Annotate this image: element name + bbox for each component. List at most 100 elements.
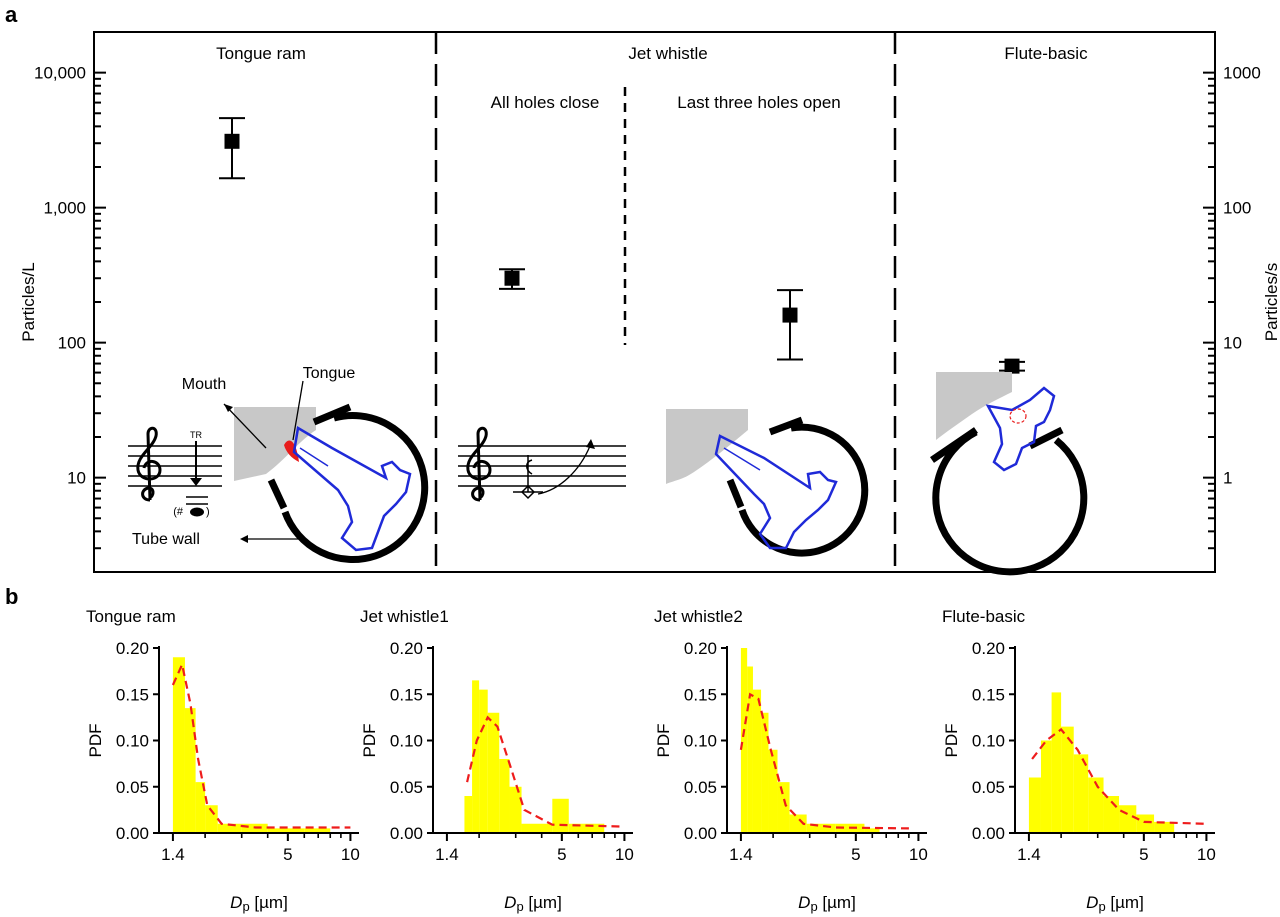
airway-jet-shape xyxy=(294,428,410,550)
x-axis-label-unit: [µm] xyxy=(524,893,562,912)
histogram-bar xyxy=(761,713,768,833)
histogram-bar xyxy=(778,782,790,833)
x-tick-label: 10 xyxy=(1197,845,1216,864)
tube-wall xyxy=(936,432,1084,572)
x-axis-label-unit: [µm] xyxy=(250,893,288,912)
y-tick-label: 0.20 xyxy=(972,639,1005,658)
panel-label-b: b xyxy=(5,584,18,609)
x-axis-label-subscript: p xyxy=(242,899,249,914)
jet-arrow xyxy=(300,448,328,466)
y-tick-label: 0.00 xyxy=(390,824,423,843)
x-axis-label-subscript: p xyxy=(810,899,817,914)
x-axis-label-subscript: p xyxy=(1098,899,1105,914)
x-axis-label-unit: [µm] xyxy=(1106,893,1144,912)
figure: a b 101001,00010,000 1101001000 Particle… xyxy=(0,0,1280,917)
y-tick-label: 1,000 xyxy=(43,199,86,218)
y-axis-label-right: Particles/s xyxy=(1262,263,1280,341)
grace-note-icon xyxy=(190,508,204,517)
y-tick-label: 0.05 xyxy=(972,778,1005,797)
subplot-title: Jet whistle1 xyxy=(360,607,449,626)
histogram-bar xyxy=(1136,815,1154,834)
y-tick-label: 0.00 xyxy=(684,824,717,843)
histogram-bar xyxy=(479,690,488,833)
right-axis: 1 10 100 1000 xyxy=(1203,32,1261,572)
y-axis-label: PDF xyxy=(654,724,673,758)
x-tick-label: 1.4 xyxy=(1017,845,1041,864)
histogram-subplot: Jet whistle1 0.00 0.05 0.10 0.15 0.20 1.4 5 10 PD… xyxy=(360,607,634,914)
y-tick-label: 0.10 xyxy=(390,732,423,751)
y-tick-label: 0.15 xyxy=(684,685,717,704)
x-axis-label-symbol: D xyxy=(230,893,242,912)
data-point-marker xyxy=(505,271,520,286)
y-tick-label: 0.05 xyxy=(116,778,149,797)
y-tick-label: 0.15 xyxy=(116,685,149,704)
y-tick-label: 0.00 xyxy=(116,824,149,843)
y-axis-label: PDF xyxy=(942,724,961,758)
histogram-bar xyxy=(747,667,753,834)
histogram-bar xyxy=(464,796,472,833)
y2-tick-label: 10 xyxy=(1223,334,1242,353)
x-tick-label: 10 xyxy=(909,845,928,864)
y-tick-label: 0.20 xyxy=(116,639,149,658)
x-axis-label-symbol: D xyxy=(1086,893,1098,912)
y2-tick-label: 1000 xyxy=(1223,64,1261,83)
y-tick-label: 10,000 xyxy=(34,64,86,83)
histogram-subplot: Jet whistle20.000.050.100.150.201.4 5 10PD… xyxy=(654,607,928,914)
subplot-title: Tongue ram xyxy=(86,607,176,626)
y2-tick-label: 100 xyxy=(1223,199,1251,218)
x-tick-label: 5 xyxy=(283,845,292,864)
data-point-marker xyxy=(783,308,798,323)
airway-jet-shape xyxy=(988,388,1054,470)
y-tick-label: 0.00 xyxy=(972,824,1005,843)
tongue-label: Tongue xyxy=(303,365,356,382)
trill-label: TR xyxy=(190,430,202,440)
histogram-bar xyxy=(552,799,568,833)
mouth-shape xyxy=(234,407,316,481)
subsection-title-all-closed: All holes close xyxy=(491,93,600,112)
histogram-bar xyxy=(1119,805,1136,833)
tube-wall-lip xyxy=(271,480,284,508)
x-tick-label: 10 xyxy=(615,845,634,864)
arrow-icon xyxy=(224,404,233,412)
y-tick-label: 0.05 xyxy=(684,778,717,797)
y2-tick-label: 1 xyxy=(1223,469,1232,488)
x-axis-label: Dp [µm] xyxy=(798,893,856,914)
y-axis-label: PDF xyxy=(86,724,105,758)
y-tick-label: 0.20 xyxy=(684,639,717,658)
arrow-left-icon xyxy=(240,535,248,543)
jet-whistle-illustration xyxy=(458,409,865,553)
histogram-bar xyxy=(753,690,761,833)
data-point-marker xyxy=(225,134,240,149)
arrow-up-icon xyxy=(586,439,595,449)
treble-clef-icon xyxy=(458,428,626,500)
x-axis-label: Dp [µm] xyxy=(504,893,562,914)
y-tick-label: 0.10 xyxy=(116,732,149,751)
section-title-flute-basic: Flute-basic xyxy=(1004,44,1088,63)
tube-wall-lip xyxy=(730,480,741,507)
section-title-jet-whistle: Jet whistle xyxy=(628,44,707,63)
section-title-tongue-ram: Tongue ram xyxy=(216,44,306,63)
x-axis-label-symbol: D xyxy=(504,893,516,912)
y-tick-label: 0.15 xyxy=(390,685,423,704)
histogram-subplot: Flute-basic0.000.050.100.150.201.4 5 10PDF… xyxy=(942,607,1216,914)
y-tick-label: 0.20 xyxy=(390,639,423,658)
glissando-arrow xyxy=(538,446,590,494)
panel-a: 101001,00010,000 1101001000 Particles/L … xyxy=(19,32,1280,572)
subsection-title-three-open: Last three holes open xyxy=(677,93,841,112)
y-tick-label: 0.05 xyxy=(390,778,423,797)
x-tick-label: 5 xyxy=(851,845,860,864)
treble-clef-icon xyxy=(128,428,222,500)
data-point-marker xyxy=(1005,359,1020,374)
tube-wall-label: Tube wall xyxy=(132,531,200,548)
histogram-bar xyxy=(1041,741,1052,834)
y-tick-label: 100 xyxy=(58,334,86,353)
histogram-bar xyxy=(522,824,553,833)
grace-note-close: ) xyxy=(206,506,210,518)
lip-shape xyxy=(666,409,748,484)
y-axis-label: PDF xyxy=(360,724,379,758)
histogram-subplot: Tongue ram 0.00 0.05 0.10 0.15 0.20 1.4 5 10 PDF D… xyxy=(86,607,360,914)
left-axis: 101001,00010,000 xyxy=(34,32,106,572)
histogram-bar xyxy=(1052,692,1062,833)
histogram-bar xyxy=(768,750,777,833)
arrow-down-icon xyxy=(190,478,202,486)
